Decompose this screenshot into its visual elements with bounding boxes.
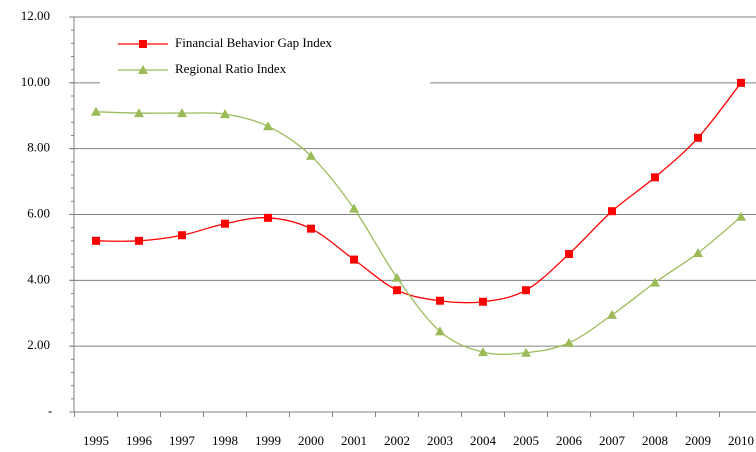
marker	[177, 108, 187, 118]
x-tick-label: 2002	[384, 433, 410, 448]
marker	[306, 150, 316, 160]
x-tick-label: 2004	[470, 433, 497, 448]
series-line	[95, 82, 742, 304]
marker	[608, 207, 616, 216]
marker	[694, 133, 702, 142]
x-tick-label: 1998	[212, 433, 238, 448]
marker	[220, 109, 230, 119]
marker	[91, 106, 101, 116]
marker	[307, 224, 315, 233]
y-tick-label: 6.00	[27, 205, 50, 220]
marker	[264, 213, 272, 222]
marker	[178, 231, 186, 240]
series-line	[95, 111, 742, 355]
x-tick-label: 1999	[255, 433, 281, 448]
x-tick-label: 2008	[642, 433, 668, 448]
marker	[221, 219, 229, 228]
x-tick-label: 1995	[83, 433, 109, 448]
marker	[134, 108, 144, 118]
marker	[651, 173, 659, 182]
marker	[521, 347, 531, 357]
x-tick-label: 2003	[427, 433, 453, 448]
marker	[393, 286, 401, 295]
x-tick-label: 2009	[685, 433, 711, 448]
marker	[479, 297, 487, 306]
marker	[135, 236, 143, 245]
y-tick-label: 4.00	[27, 271, 50, 286]
x-tick-label: 1996	[126, 433, 153, 448]
y-tick-label: 10.00	[21, 74, 50, 89]
x-tick-label: 2010	[728, 433, 754, 448]
marker	[607, 309, 617, 319]
marker	[693, 248, 703, 258]
marker	[350, 255, 358, 264]
marker	[436, 296, 444, 305]
marker	[392, 272, 402, 282]
legend-label: Financial Behavior Gap Index	[175, 35, 333, 50]
x-tick-label: 2001	[341, 433, 367, 448]
x-tick-label: 2007	[599, 433, 626, 448]
marker	[435, 326, 445, 336]
marker	[650, 277, 660, 287]
marker	[522, 286, 530, 295]
marker	[736, 211, 746, 221]
x-tick-label: 2006	[556, 433, 583, 448]
marker	[349, 203, 359, 213]
marker	[478, 347, 488, 357]
legend-marker	[138, 65, 148, 74]
legend-label: Regional Ratio Index	[175, 61, 287, 76]
x-tick-label: 1997	[169, 433, 196, 448]
marker	[263, 121, 273, 131]
y-tick-label: 8.00	[27, 140, 50, 155]
y-tick-label: -	[48, 403, 52, 418]
marker	[92, 236, 100, 245]
marker	[565, 250, 573, 258]
legend-box	[100, 28, 430, 94]
y-tick-label: 12.00	[21, 8, 50, 23]
y-tick-label: 2.00	[27, 337, 50, 352]
marker	[737, 78, 745, 87]
x-tick-label: 2005	[513, 433, 539, 448]
legend-marker	[139, 40, 147, 48]
x-tick-label: 2000	[298, 433, 324, 448]
marker	[564, 337, 574, 347]
